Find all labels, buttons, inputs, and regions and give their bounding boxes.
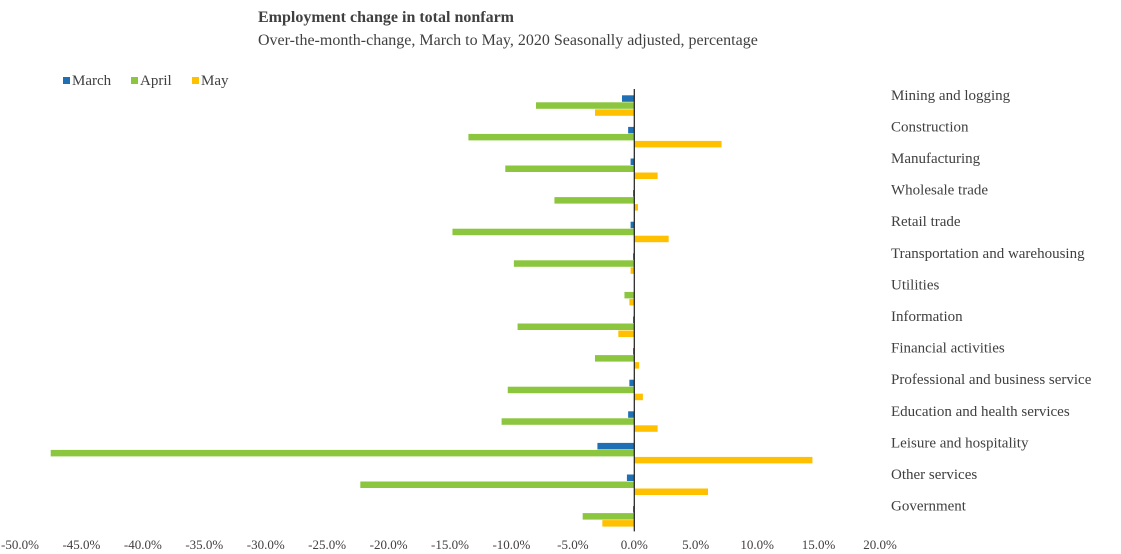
x-tick-label: -20.0% bbox=[370, 537, 408, 552]
category-label-mining-and-logging: Mining and logging bbox=[891, 88, 1011, 104]
bar-april-information bbox=[517, 323, 635, 330]
bar-may-government bbox=[602, 520, 635, 527]
bar-april-wholesale-trade bbox=[554, 197, 635, 204]
bar-may-other-services bbox=[634, 488, 708, 495]
category-label-information: Information bbox=[891, 309, 963, 325]
category-label-financial-activities: Financial activities bbox=[891, 341, 1005, 357]
bar-april-transportation-and-warehousing bbox=[513, 260, 635, 267]
category-label-leisure-and-hospitality: Leisure and hospitality bbox=[891, 435, 1029, 451]
x-tick-label: -30.0% bbox=[247, 537, 285, 552]
bar-march-professional-and-business-service bbox=[629, 379, 635, 387]
category-label-transportation-and-warehousing: Transportation and warehousing bbox=[891, 246, 1085, 262]
x-tick-label: -35.0% bbox=[185, 537, 223, 552]
category-label-other-services: Other services bbox=[891, 467, 977, 483]
legend-swatch-april bbox=[131, 77, 138, 84]
bar-april-other-services bbox=[360, 481, 635, 488]
bar-may-transportation-and-warehousing bbox=[630, 267, 635, 274]
x-tick-label: -40.0% bbox=[124, 537, 162, 552]
bar-april-utilities bbox=[624, 291, 635, 299]
x-tick-labels: -50.0% -45.0% -40.0% -35.0% -30.0% -25.0% -20.… bbox=[1, 537, 897, 552]
bar-may-wholesale-trade bbox=[634, 204, 638, 211]
category-label-professional-and-business-service: Professional and business service bbox=[891, 372, 1092, 388]
bar-march-mining-and-logging bbox=[622, 95, 635, 102]
x-tick-label: 10.0% bbox=[740, 537, 774, 552]
legend-label-may: May bbox=[201, 73, 229, 89]
category-label-utilities: Utilities bbox=[891, 277, 939, 293]
x-tick-label: -25.0% bbox=[308, 537, 346, 552]
bar-may-retail-trade bbox=[634, 235, 669, 243]
bar-april-manufacturing bbox=[505, 165, 635, 172]
bar-may-construction bbox=[634, 140, 722, 148]
category-label-government: Government bbox=[891, 499, 967, 515]
x-tick-label: 15.0% bbox=[802, 537, 836, 552]
category-labels: Mining and logging Construction Manufactur… bbox=[891, 88, 1092, 515]
bar-may-utilities bbox=[629, 298, 635, 306]
bar-march-information bbox=[633, 316, 635, 323]
x-tick-label: 0.0% bbox=[621, 537, 648, 552]
bar-march-education-and-health-services bbox=[628, 411, 635, 418]
bar-april-leisure-and-hospitality bbox=[50, 449, 635, 457]
category-label-construction: Construction bbox=[891, 119, 969, 135]
bars-group bbox=[50, 95, 813, 527]
bar-march-construction bbox=[628, 126, 635, 134]
bar-march-retail-trade bbox=[630, 221, 635, 229]
bar-april-professional-and-business-service bbox=[507, 386, 635, 394]
bar-may-education-and-health-services bbox=[634, 425, 658, 432]
bar-may-professional-and-business-service bbox=[634, 393, 643, 401]
category-label-education-and-health-services: Education and health services bbox=[891, 404, 1070, 420]
x-tick-label: -10.0% bbox=[492, 537, 530, 552]
bar-april-education-and-health-services bbox=[501, 418, 635, 425]
bar-may-financial-activities bbox=[634, 362, 640, 369]
category-label-manufacturing: Manufacturing bbox=[891, 151, 981, 167]
bar-april-financial-activities bbox=[594, 355, 635, 362]
bar-may-leisure-and-hospitality bbox=[634, 456, 813, 464]
bar-march-wholesale-trade bbox=[633, 190, 635, 197]
category-label-retail-trade: Retail trade bbox=[891, 214, 961, 230]
bar-march-government bbox=[633, 506, 635, 513]
x-tick-label: -45.0% bbox=[62, 537, 100, 552]
bar-april-government bbox=[582, 513, 635, 520]
legend: March April May bbox=[63, 73, 229, 89]
x-tick-label: 20.0% bbox=[863, 537, 897, 552]
bar-march-manufacturing bbox=[630, 158, 635, 165]
bar-may-information bbox=[618, 330, 635, 337]
x-tick-label: -15.0% bbox=[431, 537, 469, 552]
chart-title: Employment change in total nonfarm bbox=[258, 9, 515, 26]
bar-march-financial-activities bbox=[633, 348, 635, 355]
x-tick-label: -50.0% bbox=[1, 537, 39, 552]
bar-april-mining-and-logging bbox=[536, 102, 635, 109]
legend-label-april: April bbox=[140, 73, 172, 89]
category-label-wholesale-trade: Wholesale trade bbox=[891, 183, 988, 199]
x-tick-label: -5.0% bbox=[557, 537, 589, 552]
legend-swatch-march bbox=[63, 77, 70, 84]
bar-may-manufacturing bbox=[634, 172, 658, 179]
bar-march-other-services bbox=[626, 474, 635, 481]
legend-label-march: March bbox=[72, 73, 112, 89]
bar-march-leisure-and-hospitality bbox=[597, 442, 635, 450]
chart-subtitle: Over-the-month-change, March to May, 202… bbox=[258, 32, 758, 49]
bar-april-retail-trade bbox=[452, 228, 635, 236]
x-tick-label: 5.0% bbox=[682, 537, 709, 552]
legend-swatch-may bbox=[192, 77, 199, 84]
bar-march-transportation-and-warehousing bbox=[633, 253, 635, 260]
bar-may-mining-and-logging bbox=[594, 109, 635, 116]
bar-april-construction bbox=[468, 133, 635, 141]
